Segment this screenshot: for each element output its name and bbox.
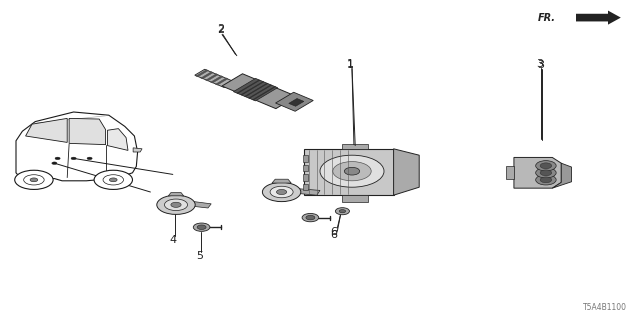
Polygon shape [16,112,138,181]
Text: 4: 4 [169,235,177,245]
Polygon shape [26,118,67,142]
Polygon shape [253,86,276,100]
Circle shape [55,157,60,160]
Polygon shape [304,149,394,195]
Circle shape [30,178,38,182]
Text: T5A4B1100: T5A4B1100 [583,303,627,312]
Circle shape [276,189,287,195]
Polygon shape [342,144,368,149]
Text: 1: 1 [348,59,354,69]
Circle shape [15,170,53,189]
Circle shape [109,178,117,182]
Text: FR.: FR. [538,12,556,23]
Circle shape [306,215,315,220]
Text: 6: 6 [331,227,337,237]
Polygon shape [234,78,278,101]
Polygon shape [300,189,320,195]
Polygon shape [216,78,228,85]
Bar [303,174,308,181]
Text: 5: 5 [196,251,203,261]
Polygon shape [506,166,514,179]
Polygon shape [196,70,209,77]
Polygon shape [552,163,572,188]
Circle shape [302,213,319,222]
Text: 2: 2 [217,24,225,35]
Polygon shape [241,82,264,95]
Polygon shape [276,92,313,111]
Polygon shape [133,148,142,152]
Polygon shape [394,149,419,195]
Circle shape [333,162,371,181]
Circle shape [71,157,76,160]
Polygon shape [222,74,296,109]
Circle shape [536,168,556,178]
Text: 3: 3 [536,59,543,69]
Circle shape [339,210,346,213]
Polygon shape [201,72,213,79]
Polygon shape [108,129,128,150]
Polygon shape [248,85,272,99]
Circle shape [52,162,57,164]
Text: 3: 3 [538,60,544,70]
Circle shape [536,161,556,171]
Polygon shape [576,11,621,25]
Polygon shape [237,80,260,93]
Polygon shape [194,202,211,208]
Polygon shape [272,179,291,183]
Bar [303,165,308,171]
Bar [303,155,308,162]
Bar [303,184,308,190]
Polygon shape [211,76,223,83]
Circle shape [157,195,195,214]
Circle shape [197,225,206,229]
Circle shape [536,175,556,185]
Polygon shape [195,69,234,87]
Circle shape [24,175,44,185]
Circle shape [320,155,384,187]
Circle shape [94,170,132,189]
Circle shape [87,157,92,160]
Polygon shape [514,157,561,188]
Polygon shape [289,99,304,106]
Circle shape [103,175,124,185]
Circle shape [262,182,301,202]
Circle shape [540,177,552,183]
Circle shape [270,186,293,198]
Polygon shape [205,74,218,81]
Circle shape [540,163,552,169]
Circle shape [335,208,349,215]
Polygon shape [168,193,184,196]
Polygon shape [244,83,268,97]
Circle shape [193,223,210,231]
Polygon shape [342,195,368,202]
Text: 2: 2 [217,25,225,36]
Polygon shape [69,118,106,145]
Circle shape [344,167,360,175]
Circle shape [171,202,181,207]
Text: 6: 6 [331,230,337,240]
Circle shape [164,199,188,211]
Circle shape [540,170,552,176]
Text: 1: 1 [348,60,354,70]
